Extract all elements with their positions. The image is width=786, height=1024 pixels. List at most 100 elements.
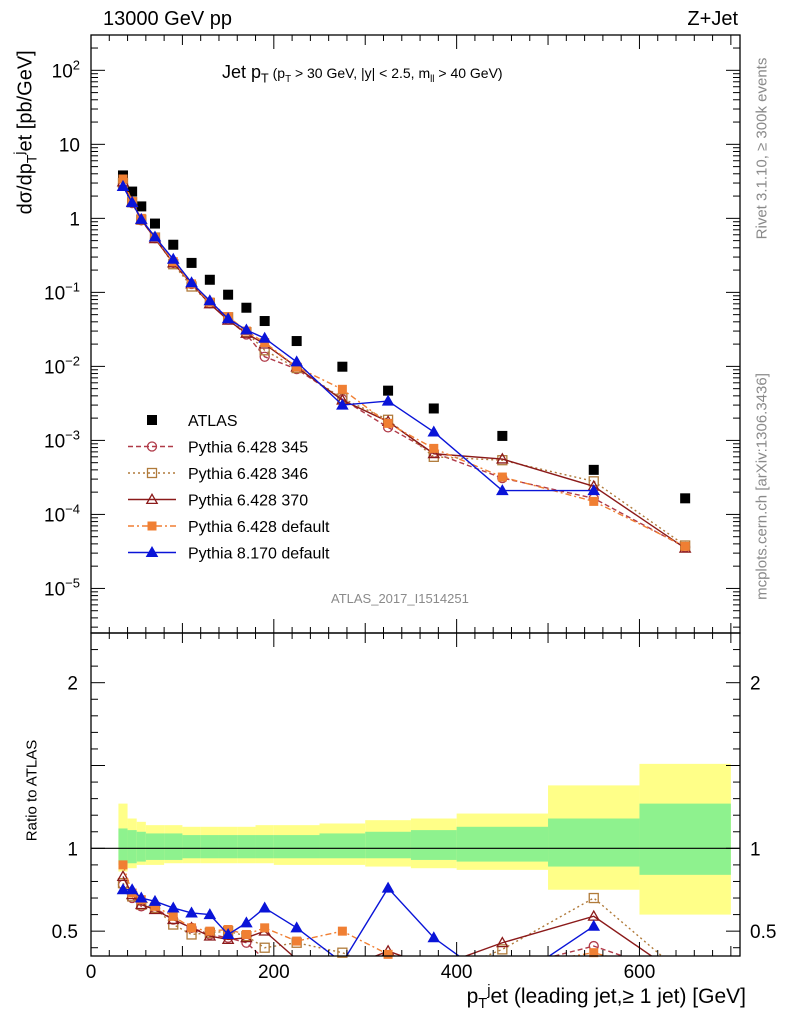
point-pdef-15	[589, 496, 599, 506]
point-atlas-15	[588, 464, 599, 475]
ratio-point-p8-7	[221, 927, 235, 939]
ylabel-b: et [pb/GeV]	[14, 50, 37, 152]
legend-marker-p346	[146, 467, 158, 479]
xlabel-a-sub: T	[478, 996, 488, 1013]
ratio-band-inner-11	[319, 833, 366, 859]
point-atlas-3	[149, 218, 160, 229]
point-p8-11	[336, 398, 349, 410]
ratio-band-inner-6	[200, 835, 219, 859]
point-pdef-16	[680, 541, 690, 551]
ratio-uncertainty-bands	[91, 763, 740, 915]
point-p8-12	[381, 394, 395, 406]
point-atlas-11	[337, 361, 348, 372]
point-p8-13	[427, 425, 441, 437]
ratio-tick-label-left-1: 1	[67, 839, 78, 860]
ratio-point-pdef-6	[205, 926, 215, 936]
legend-label-pdef: Pythia 6.428 default	[188, 519, 330, 536]
title-cut1: > 30 GeV, |y| < 2.5, m	[291, 65, 431, 81]
legend-item-atlas: ATLAS	[147, 413, 238, 430]
legend-item-p370: Pythia 6.428 370	[128, 493, 308, 510]
legend-label-p370: Pythia 6.428 370	[188, 493, 308, 510]
y-tick-label-7: 102	[52, 57, 80, 82]
point-pdef-11	[337, 384, 347, 394]
point-pdef-0	[118, 174, 128, 184]
y-axis-label: dσ/dpTjet [pb/GeV]	[11, 0, 40, 282]
ylabel-a-sub: T	[23, 154, 40, 164]
ratio-point-p8-13	[427, 931, 441, 943]
ratio-point-p8-3	[148, 894, 162, 906]
ratio-point-p8-15	[587, 919, 601, 931]
ratio-band-inner-3	[145, 833, 165, 860]
y-tick-label-2: 10−3	[44, 427, 80, 452]
ratio-point-p8-5	[185, 906, 198, 918]
ratio-point-p8-9	[258, 901, 271, 913]
header-collision-label: 13000 GeV pp	[103, 8, 232, 30]
y-tick-exponent-2: −3	[65, 427, 80, 442]
title-main: Jet p	[222, 62, 262, 82]
xlabel-a-sup: j	[487, 983, 491, 999]
ratio-tick-label-left-2: 2	[67, 674, 78, 695]
ratio-band-inner-12	[365, 831, 411, 859]
y-tick-label-0: 10−5	[44, 575, 80, 600]
xlabel-b: et (leading jet,≥ 1 jet) [GeV]	[490, 985, 747, 1008]
y-tick-label-1: 10−4	[44, 501, 80, 526]
point-atlas-10	[291, 336, 302, 347]
point-atlas-13	[428, 403, 439, 414]
ratio-point-p346-14	[497, 944, 508, 955]
y-tick-mantissa-2: 10	[44, 431, 65, 452]
ratio-point-p8-2	[134, 891, 148, 903]
analysis-watermark: ATLAS_2017_I1514251	[331, 591, 469, 606]
rivet-version-label: Rivet 3.1.10, ≥ 300k events	[753, 57, 771, 240]
point-p8-7	[221, 312, 235, 324]
legend: ATLAS Pythia 6.428 345 Pythia 6.428 346 Pyt…	[128, 413, 330, 563]
point-pdef-14	[497, 472, 507, 482]
series-layer	[116, 170, 692, 959]
ratio-band-inner-5	[182, 835, 201, 859]
ratio-band-inner-16	[639, 803, 731, 875]
ratio-point-p370-0	[116, 870, 130, 882]
point-atlas-8	[241, 302, 252, 313]
point-atlas-2	[136, 201, 147, 212]
ratio-band-inner-2	[136, 831, 146, 862]
ratio-point-p346-9	[259, 942, 270, 953]
y-tick-exponent-0: −5	[65, 575, 80, 590]
ratio-tick-label-right-2: 2	[750, 674, 761, 695]
ratio-band-inner-4	[164, 833, 183, 860]
y-tick-exponent-4: −1	[65, 279, 80, 294]
ratio-band-inner-14	[456, 826, 549, 862]
ratio-point-pdef-9	[260, 923, 270, 933]
title-cut1-sub: ll	[430, 73, 435, 85]
upper-frame	[90, 34, 741, 634]
legend-label-p346: Pythia 6.428 346	[188, 466, 308, 483]
y-tick-label-6: 10	[59, 135, 80, 156]
point-atlas-16	[680, 493, 691, 504]
point-p8-15	[587, 484, 601, 496]
point-p345-9	[259, 351, 270, 362]
point-p8-5	[185, 276, 198, 288]
legend-marker-p345	[146, 441, 158, 452]
point-atlas-7	[223, 289, 234, 300]
ratio-point-pdef-3	[150, 901, 160, 911]
point-atlas-6	[204, 274, 215, 285]
x-tick-label-0: 0	[86, 962, 97, 983]
legend-label-atlas: ATLAS	[188, 413, 238, 430]
ratio-band-inner-0	[118, 828, 128, 865]
y-tick-exponent-1: −4	[65, 501, 80, 516]
point-pdef-10	[292, 362, 302, 372]
point-p8-8	[240, 323, 253, 335]
legend-label-p8: Pythia 8.170 default	[188, 546, 330, 563]
ratio-point-p8-6	[203, 908, 217, 920]
ylabel-a-sup: j	[10, 151, 27, 155]
point-atlas-1	[127, 186, 138, 197]
mcplots-reference-label: mcplots.cern.ch [arXiv:1306.3436]	[753, 373, 771, 600]
legend-label-p345: Pythia 6.428 345	[188, 440, 308, 457]
ratio-point-p8-8	[240, 916, 253, 928]
title-open: (p	[268, 65, 286, 81]
legend-marker-p8	[145, 546, 159, 558]
point-p8-10	[290, 355, 303, 367]
point-pdef-12	[383, 418, 393, 428]
ratio-point-pdef-8	[241, 929, 251, 939]
ratio-band-inner-10	[273, 835, 320, 859]
